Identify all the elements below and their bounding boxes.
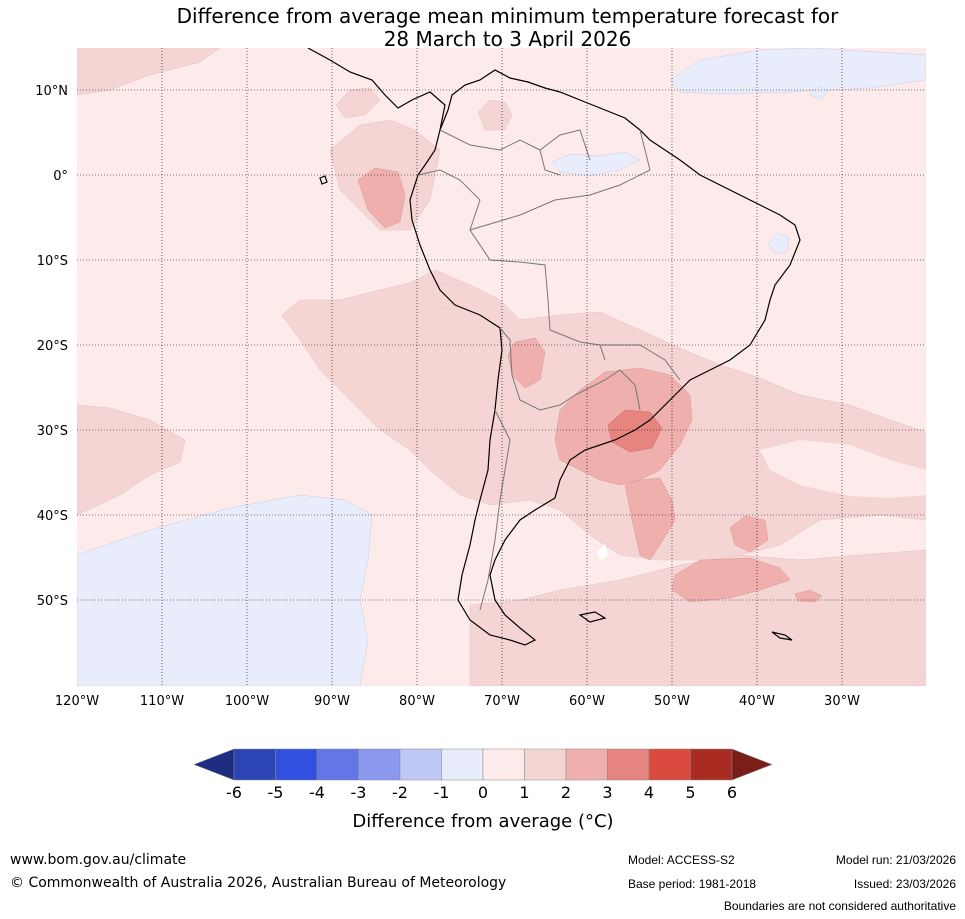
cb-tick-neg4: -4 (309, 783, 325, 802)
coastlines (307, 48, 801, 646)
colorbar-bin-neg5 (275, 748, 318, 781)
lat-label-50s: 50°S (37, 594, 68, 609)
falkland-islands (578, 611, 607, 623)
colorbar: -6 -5 -4 -3 -2 -1 0 1 2 3 4 5 6 Differen… (193, 748, 773, 832)
colorbar-arrow-low (193, 748, 235, 781)
cb-tick-2: 2 (561, 783, 571, 802)
lon-label-80w: 80°W (399, 694, 435, 709)
colorbar-tick-labels: -6 -5 -4 -3 -2 -1 0 1 2 3 4 5 6 (226, 783, 737, 802)
lon-label-100w: 100°W (225, 694, 269, 709)
latitude-labels: 10°N 0° 10°S 20°S 30°S 40°S 50°S (35, 84, 68, 609)
cb-tick-1: 1 (519, 783, 529, 802)
colorbar-bin-pos0 (482, 748, 525, 781)
country-borders (417, 129, 681, 611)
colorbar-bin-pos1 (524, 748, 567, 781)
longitude-labels: 120°W 110°W 100°W 90°W 80°W 70°W 60°W 50… (55, 694, 860, 709)
cb-tick-neg2: -2 (392, 783, 408, 802)
anomaly-2-to-3-south-atlantic-small (729, 515, 769, 553)
colorbar-bin-neg6 (233, 748, 276, 781)
central-america-coast (307, 48, 446, 176)
map-title: Difference from average mean minimum tem… (0, 5, 965, 51)
anomaly-negative-southwest (77, 494, 373, 686)
cb-tick-3: 3 (602, 783, 612, 802)
lon-label-120w: 120°W (55, 694, 99, 709)
anomaly-1-to-2-venezuela (477, 99, 513, 131)
anomaly-1-to-2-southern-ocean (469, 549, 926, 686)
anomaly-1-to-2-western-band (77, 404, 186, 516)
lat-label-10s: 10°S (37, 254, 68, 269)
anomaly-hole-1 (597, 544, 608, 560)
title-line-1: Difference from average mean minimum tem… (176, 4, 839, 28)
anomaly-negative-amazon (551, 151, 641, 177)
colorbar-title: Difference from average (°C) (352, 811, 613, 832)
colorbar-bin-neg3 (358, 748, 401, 781)
graticule (77, 48, 926, 686)
cb-tick-6: 6 (727, 783, 737, 802)
cb-tick-neg1: -1 (434, 783, 450, 802)
title-line-2: 28 March to 3 April 2026 (383, 27, 632, 51)
colorbar-bin-neg1 (441, 748, 484, 781)
border-1 (417, 169, 606, 361)
lat-label-40s: 40°S (37, 509, 68, 524)
footer-base-period: Base period: 1981-2018 (628, 877, 757, 891)
south-america-coast (409, 69, 801, 646)
colorbar-bin-pos4 (648, 748, 691, 781)
colorbar-bin-pos5 (690, 748, 733, 781)
footer-model-run: Model run: 21/03/2026 (835, 853, 956, 867)
cb-tick-neg5: -5 (268, 783, 284, 802)
anomaly-negative-patch-north (809, 85, 829, 100)
border-5 (439, 129, 591, 161)
anomaly-1-to-2-peru-inland (431, 281, 459, 311)
lon-label-70w: 70°W (484, 694, 520, 709)
cb-tick-0: 0 (478, 783, 488, 802)
footer-website[interactable]: www.bom.gov.au/climate (10, 852, 187, 868)
anomaly-2-to-3-bolivia (507, 337, 546, 389)
galapagos (319, 175, 328, 185)
lat-label-0: 0° (53, 169, 68, 184)
anomaly-2-to-3-south-atlantic (671, 557, 791, 603)
lon-label-110w: 110°W (140, 694, 184, 709)
lat-label-30s: 30°S (37, 424, 68, 439)
lat-label-10n: 10°N (35, 84, 68, 99)
lon-label-90w: 90°W (314, 694, 350, 709)
footer-disclaimer: Boundaries are not considered authoritat… (723, 899, 956, 913)
cb-tick-4: 4 (644, 783, 654, 802)
lat-label-20s: 20°S (37, 339, 68, 354)
cb-tick-5: 5 (685, 783, 695, 802)
anomaly-hole-2 (760, 440, 926, 498)
colorbar-bin-neg4 (316, 748, 359, 781)
footer-model: Model: ACCESS-S2 (628, 853, 735, 867)
temperature-anomaly-field (77, 48, 926, 686)
border-2 (499, 327, 641, 411)
colorbar-bin-neg2 (399, 748, 442, 781)
border-6 (539, 149, 561, 176)
lon-label-60w: 60°W (569, 694, 605, 709)
footer-issued: Issued: 23/03/2026 (853, 877, 956, 891)
footer-copyright: © Commonwealth of Australia 2026, Austra… (10, 875, 507, 891)
cb-tick-neg6: -6 (226, 783, 242, 802)
lon-label-30w: 30°W (824, 694, 860, 709)
anomaly-negative-north-atlantic (669, 48, 926, 95)
border-3 (479, 409, 511, 611)
lon-label-40w: 40°W (739, 694, 775, 709)
anomaly-1-to-2-north-corner (77, 48, 221, 96)
anomaly-2-to-3-argentina-coast (624, 477, 676, 561)
border-4 (469, 129, 651, 231)
colorbar-bin-pos2 (565, 748, 608, 781)
lon-label-50w: 50°W (654, 694, 690, 709)
colorbar-arrow-high (731, 748, 773, 781)
south-georgia (771, 631, 793, 641)
anomaly-negative-northeast-brazil (767, 232, 790, 255)
colorbar-bin-pos3 (607, 748, 650, 781)
cb-tick-neg3: -3 (351, 783, 367, 802)
anomaly-2-to-3-ecuador (357, 167, 406, 229)
